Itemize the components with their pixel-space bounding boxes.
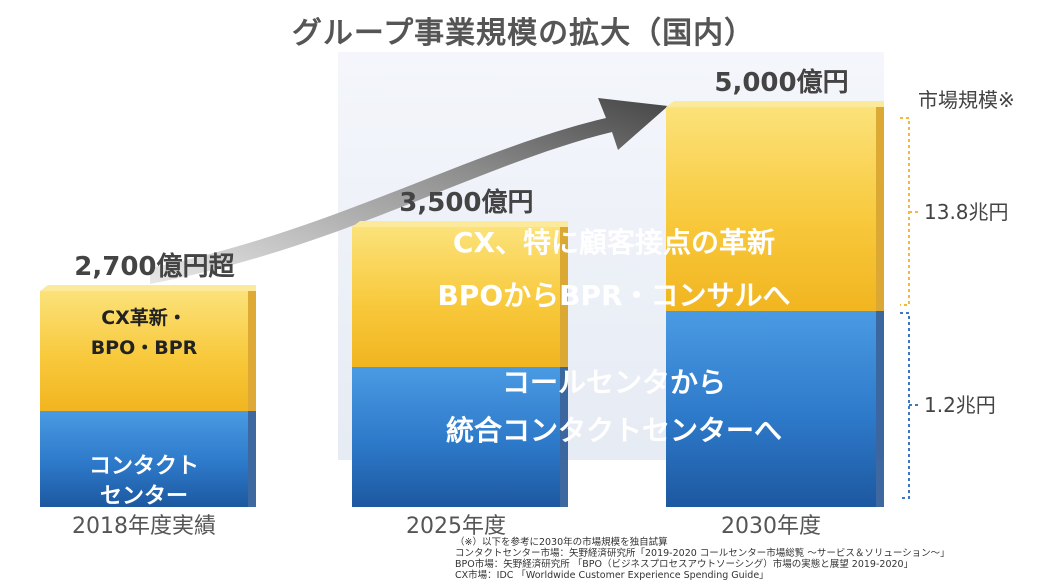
overlay-bottom-line1: コールセンタから xyxy=(502,366,726,399)
growth-arrow xyxy=(150,98,668,284)
category-label: 2030年度 xyxy=(721,514,821,539)
bar-side-bottom xyxy=(248,411,256,507)
bar-side-bottom xyxy=(876,311,884,507)
total-label: 2,700億円超 xyxy=(74,252,235,282)
bar-cap xyxy=(352,221,568,227)
bar-side-bottom xyxy=(560,367,568,507)
market-bottom-value: 1.2兆円 xyxy=(924,393,996,417)
segment-label-bottom: センター xyxy=(100,484,188,509)
market-size-title: 市場規模※ xyxy=(918,88,1015,112)
overlay-top-line1: CX、特に顧客接点の革新 xyxy=(453,226,775,259)
total-label: 3,500億円 xyxy=(399,188,533,218)
market-bracket-bottom xyxy=(900,312,918,499)
bar-cap xyxy=(666,101,884,107)
footnote-line: CX市場：IDC 「Worldwide Customer Experience … xyxy=(455,570,769,581)
category-label: 2018年度実績 xyxy=(72,514,216,539)
bar-segment-cx-bpo xyxy=(666,107,876,311)
bar-cap xyxy=(40,285,256,291)
bar-segment-contact-center xyxy=(666,311,876,507)
overlay-top-line2: BPOからBPR・コンサルへ xyxy=(437,279,790,312)
chart-title: グループ事業規模の拡大（国内） xyxy=(291,16,756,51)
footnotes: （※）以下を参考に2030年の市場規模を独自試算 コンタクトセンター市場：矢野経… xyxy=(455,537,950,581)
bar-side-top xyxy=(876,107,884,311)
footnote-line: BPO市場：矢野経済研究所 「BPO（ビジネスプロセスアウトソーシング）市場の実… xyxy=(455,559,914,570)
segment-label-top: CX革新・ xyxy=(101,306,187,329)
bar-segment-cx-bpo xyxy=(352,227,560,367)
market-bracket-top xyxy=(900,117,918,306)
footnote-line: （※）以下を参考に2030年の市場規模を独自試算 xyxy=(455,537,668,548)
segment-label-bottom: コンタクト xyxy=(89,454,199,479)
bar-side-top xyxy=(248,291,256,411)
overlay-bottom-line2: 統合コンタクトセンターへ xyxy=(446,414,782,447)
bar-segment-contact-center xyxy=(352,367,560,507)
market-top-value: 13.8兆円 xyxy=(924,200,1009,224)
segment-label-top: BPO・BPR xyxy=(91,337,198,359)
bar-segment-cx-bpo xyxy=(40,291,248,411)
footnote-line: コンタクトセンター市場：矢野経済研究所「2019-2020 コールセンター市場総… xyxy=(455,548,950,559)
total-label: 5,000億円 xyxy=(714,68,848,98)
bar-segment-contact-center xyxy=(40,411,248,507)
bar-side-top xyxy=(560,227,568,367)
category-label: 2025年度 xyxy=(406,514,506,539)
